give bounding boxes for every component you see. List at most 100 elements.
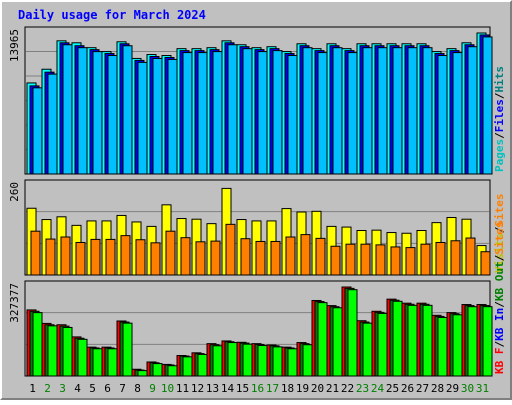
bar-top-pages-day-3 [62,44,73,175]
x-tick-label-day-27: 27 [416,382,429,395]
bar-bottom-kb-out-day-23 [362,322,373,377]
bar-top-pages-day-29 [452,52,463,175]
bar-middle-sites-day-5 [90,238,101,276]
panel-top-legend: Pages/Files/Hits [493,66,506,172]
bar-middle-sites-day-29 [450,240,461,276]
bar-middle-sites-day-12 [195,241,206,276]
bar-middle-sites-day-28 [435,241,446,276]
bar-bottom-kb-out-day-31 [482,306,493,377]
panel-bottom-ymax-label: 327377 [8,283,21,323]
legend-entry: Hits [493,66,506,93]
bar-bottom-kb-out-day-21 [332,307,343,377]
bar-bottom-kb-out-day-7 [122,322,133,377]
x-tick-label-day-8: 8 [134,382,141,395]
bar-middle-sites-day-11 [180,237,191,276]
bar-bottom-kb-out-day-6 [107,348,118,377]
bar-middle-sites-day-18 [285,236,296,276]
x-tick-label-day-11: 11 [176,382,189,395]
bar-top-pages-day-26 [407,47,418,175]
bar-top-pages-day-14 [227,44,238,175]
legend-entry: / [493,132,506,139]
bar-top-pages-day-25 [392,47,403,175]
x-tick-label-day-3: 3 [59,382,66,395]
bar-middle-sites-day-3 [60,236,71,276]
bar-top-pages-day-8 [137,61,148,175]
bar-top-pages-day-7 [122,45,133,175]
bar-top-pages-day-27 [422,47,433,175]
bar-top-pages-day-22 [347,52,358,175]
x-tick-label-day-30: 30 [461,382,474,395]
bar-middle-sites-day-23 [360,243,371,276]
bar-middle-sites-day-22 [345,243,356,276]
bar-middle-sites-day-30 [465,237,476,276]
bar-bottom-kb-out-day-18 [287,348,298,377]
x-tick-label-day-18: 18 [281,382,294,395]
bar-bottom-kb-out-day-19 [302,344,313,377]
x-tick-label-day-5: 5 [89,382,96,395]
bar-middle-sites-day-13 [210,240,221,276]
bar-middle-sites-day-14 [225,223,236,276]
legend-entry: KB F [493,348,506,375]
x-tick-label-day-19: 19 [296,382,309,395]
bar-top-pages-day-5 [92,51,103,175]
legend-entry: Files [493,99,506,132]
bar-middle-sites-day-26 [405,247,416,276]
legend-entry: KB Out [493,261,506,301]
bar-middle-sites-day-15 [240,238,251,276]
bar-top-pages-day-21 [332,47,343,175]
bar-bottom-kb-out-day-15 [242,343,253,377]
bar-top-pages-day-30 [467,46,478,175]
x-tick-label-day-14: 14 [221,382,235,395]
bar-top-pages-day-15 [242,48,253,175]
legend-entry: KB In [493,308,506,341]
x-tick-label-day-12: 12 [191,382,204,395]
bar-bottom-kb-out-day-17 [272,346,283,377]
x-tick-label-day-9: 9 [149,382,156,395]
bar-bottom-kb-out-day-26 [407,304,418,377]
bar-top-pages-day-31 [482,36,493,175]
bar-bottom-kb-out-day-9 [152,363,163,377]
bar-middle-sites-day-17 [270,240,281,276]
bar-top-pages-day-2 [47,73,58,175]
x-tick-label-day-4: 4 [74,382,81,395]
x-tick-label-day-2: 2 [44,382,51,395]
legend-entry: Sites [493,194,506,227]
x-tick-label-day-20: 20 [311,382,324,395]
panel-bottom-legend: KB F/KB In/KB Out/Sites [493,222,506,374]
bar-bottom-kb-out-day-16 [257,345,268,377]
bar-bottom-kb-out-day-12 [197,353,208,377]
x-tick-label-day-25: 25 [386,382,399,395]
bar-middle-sites-day-9 [150,242,161,276]
x-tick-label-day-23: 23 [356,382,369,395]
bar-middle-sites-day-19 [300,234,311,276]
legend-entry: / [493,92,506,99]
bar-middle-sites-day-8 [135,239,146,276]
bar-middle-sites-day-7 [120,235,131,276]
bar-bottom-kb-out-day-25 [392,300,403,377]
bar-top-pages-day-10 [167,58,178,175]
bar-middle-sites-day-6 [105,238,116,276]
bar-middle-sites-day-21 [330,245,341,276]
legend-entry: / [493,226,506,233]
bar-top-pages-day-24 [377,47,388,175]
legend-entry: / [493,341,506,348]
bar-bottom-kb-out-day-20 [317,302,328,377]
panel-middle-legend: Visits/Sites [493,194,506,274]
x-tick-label-day-16: 16 [251,382,264,395]
bar-bottom-kb-out-day-30 [467,306,478,377]
bar-bottom-kb-out-day-14 [227,342,238,377]
x-tick-label-day-31: 31 [476,382,489,395]
bar-bottom-kb-out-day-5 [92,348,103,377]
x-tick-label-day-21: 21 [326,382,339,395]
bar-middle-sites-day-31 [480,251,491,276]
bar-middle-sites-day-10 [165,230,176,276]
legend-entry: / [493,301,506,308]
bar-top-pages-day-20 [317,52,328,175]
x-tick-label-day-26: 26 [401,382,414,395]
bar-top-pages-day-4 [77,47,88,175]
bar-bottom-kb-out-day-11 [182,356,193,377]
bar-top-pages-day-23 [362,47,373,175]
bar-bottom-kb-out-day-28 [437,316,448,377]
bar-top-pages-day-1 [32,87,43,175]
